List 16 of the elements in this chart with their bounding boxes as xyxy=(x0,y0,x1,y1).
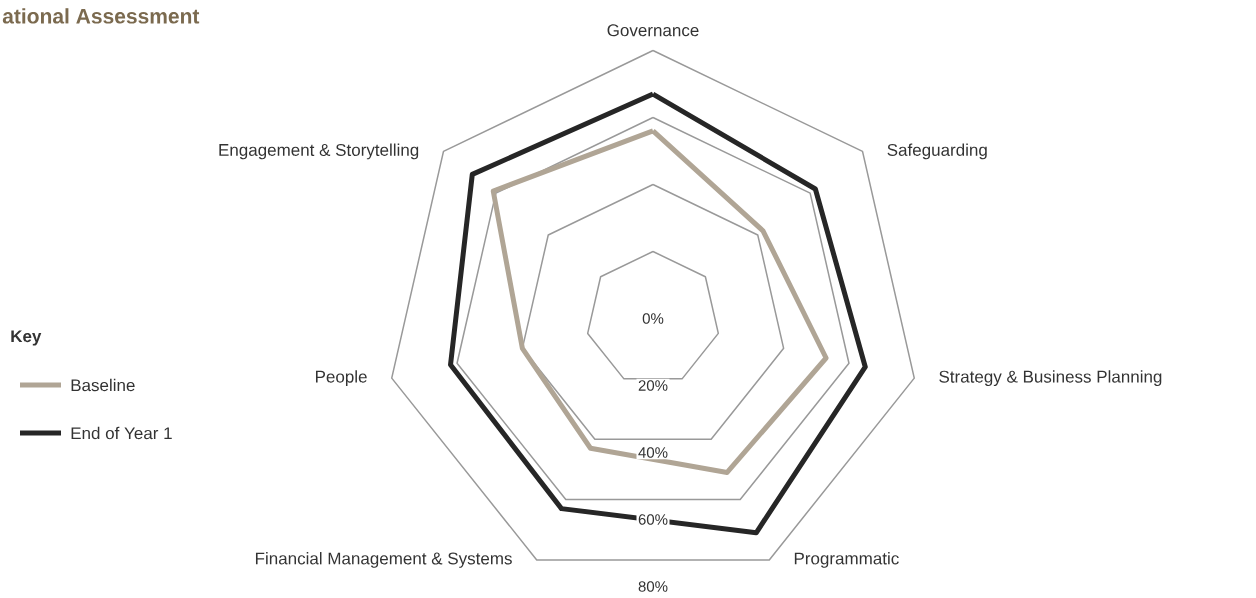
chart-title: ational Assessment xyxy=(2,8,200,24)
y-tick-label: 0% xyxy=(642,313,664,324)
spoke-label: Financial Management & Systems xyxy=(255,552,512,568)
y-tick-label: 20% xyxy=(638,380,668,391)
spoke-label: Strategy & Business Planning xyxy=(939,370,1162,387)
spoke-label: Governance xyxy=(607,24,699,37)
spoke-label: Safeguarding xyxy=(887,143,987,160)
spoke-label: Engagement & Storytelling xyxy=(219,143,419,160)
y-tick-label: 40% xyxy=(638,447,668,458)
spoke-label: Programmatic xyxy=(794,552,899,568)
spoke-label: People xyxy=(316,370,367,387)
legend-title: Key xyxy=(11,330,42,346)
legend-label: Baseline xyxy=(71,378,135,392)
legend-label: End of Year 1 xyxy=(71,426,172,440)
y-tick-label: 80% xyxy=(638,581,668,592)
y-tick-label: 60% xyxy=(638,514,668,525)
